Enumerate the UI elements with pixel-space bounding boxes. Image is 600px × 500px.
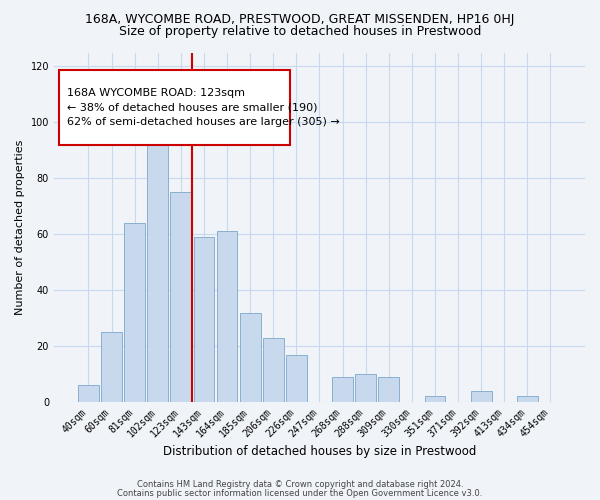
Bar bbox=[170, 192, 191, 402]
Text: Contains HM Land Registry data © Crown copyright and database right 2024.: Contains HM Land Registry data © Crown c… bbox=[137, 480, 463, 489]
X-axis label: Distribution of detached houses by size in Prestwood: Distribution of detached houses by size … bbox=[163, 444, 476, 458]
Bar bbox=[240, 312, 260, 402]
Text: Size of property relative to detached houses in Prestwood: Size of property relative to detached ho… bbox=[119, 25, 481, 38]
Bar bbox=[379, 377, 399, 402]
Bar bbox=[148, 139, 168, 402]
Bar bbox=[355, 374, 376, 402]
Bar bbox=[517, 396, 538, 402]
Bar bbox=[425, 396, 445, 402]
Bar bbox=[78, 386, 99, 402]
Bar bbox=[217, 232, 238, 402]
Y-axis label: Number of detached properties: Number of detached properties bbox=[15, 140, 25, 315]
Bar bbox=[263, 338, 284, 402]
Bar bbox=[124, 223, 145, 402]
Bar bbox=[286, 354, 307, 402]
Bar bbox=[194, 237, 214, 402]
Bar bbox=[471, 391, 491, 402]
Bar bbox=[332, 377, 353, 402]
FancyBboxPatch shape bbox=[59, 70, 290, 145]
Bar bbox=[101, 332, 122, 402]
Text: Contains public sector information licensed under the Open Government Licence v3: Contains public sector information licen… bbox=[118, 488, 482, 498]
Text: 168A, WYCOMBE ROAD, PRESTWOOD, GREAT MISSENDEN, HP16 0HJ: 168A, WYCOMBE ROAD, PRESTWOOD, GREAT MIS… bbox=[85, 12, 515, 26]
Text: 168A WYCOMBE ROAD: 123sqm
← 38% of detached houses are smaller (190)
62% of semi: 168A WYCOMBE ROAD: 123sqm ← 38% of detac… bbox=[67, 88, 340, 127]
